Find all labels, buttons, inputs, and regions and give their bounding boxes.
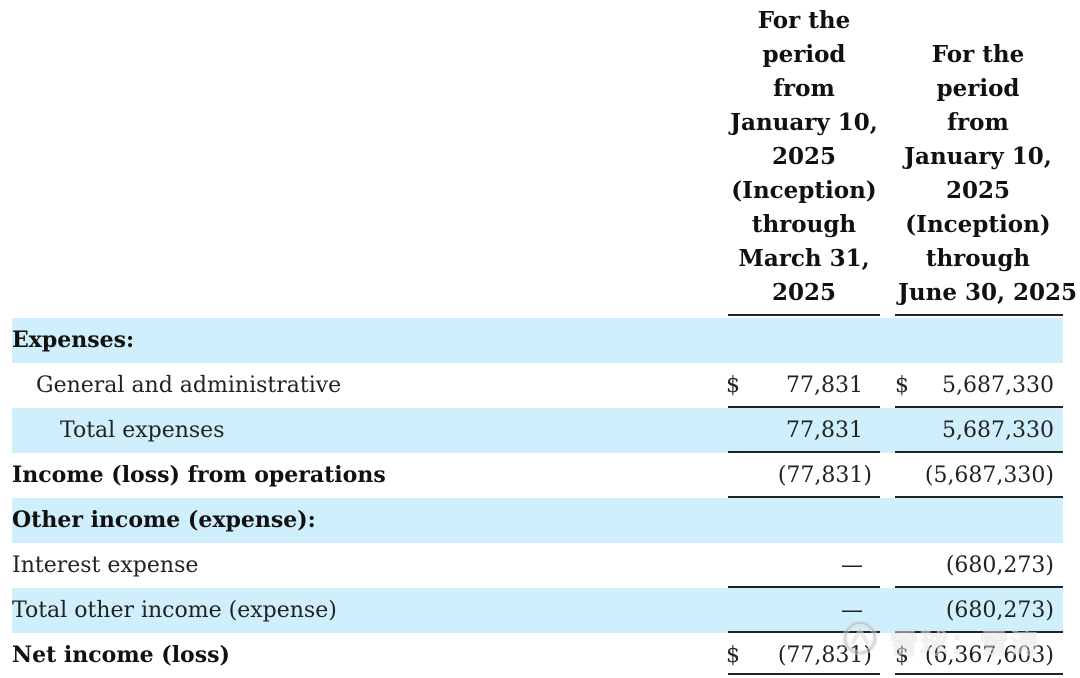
underline [728, 451, 880, 453]
value-q2: (5,687,330) [924, 463, 1054, 488]
header-line: For the [931, 41, 1025, 68]
row-label: General and administrative [36, 373, 342, 398]
table-row-interest-expense: Interest expense — (680,273) [12, 543, 1063, 588]
underline [728, 406, 880, 408]
row-label: Net income (loss) [12, 642, 230, 668]
double-underline-top [728, 673, 880, 675]
header-line: from [773, 75, 835, 102]
header-line: January 10, [904, 143, 1052, 170]
value-q2: (6,367,603) [924, 643, 1054, 668]
value-q1: (77,831) [777, 643, 872, 668]
value-q2: 5,687,330 [942, 418, 1054, 443]
table-row-net-income: Net income (loss) $ (77,831) $ (6,367,60… [12, 633, 1063, 678]
header-line: (Inception) [731, 177, 877, 204]
table-row-income-from-operations: Income (loss) from operations (77,831) (… [12, 453, 1063, 498]
table-row-general-administrative: General and administrative $ 77,831 $ 5,… [12, 363, 1063, 408]
underline [895, 496, 1063, 498]
header-divider [728, 314, 880, 316]
currency-symbol: $ [895, 373, 909, 398]
header-line: period [762, 41, 846, 68]
currency-symbol: $ [895, 643, 909, 668]
value-q2: 5,687,330 [942, 373, 1054, 398]
underline [895, 451, 1063, 453]
underline [728, 586, 880, 588]
value-q2: (680,273) [945, 598, 1054, 623]
currency-symbol: $ [726, 373, 740, 398]
value-q1: 77,831 [786, 418, 863, 443]
header-line: March 31, [738, 245, 870, 272]
header-line: from [947, 109, 1009, 136]
header-divider [895, 314, 1063, 316]
row-label: Interest expense [12, 553, 199, 578]
currency-symbol: $ [726, 643, 740, 668]
column-header-q2: For the period from January 10, 2025 (In… [898, 38, 1078, 310]
underline [728, 496, 880, 498]
row-label: Expenses: [12, 327, 135, 353]
table-row-other-income-heading: Other income (expense): [12, 498, 1063, 543]
underline [895, 631, 1063, 633]
header-line: For the [757, 7, 851, 34]
value-q2: (680,273) [945, 553, 1054, 578]
header-line: 2025 [945, 177, 1010, 204]
underline [728, 631, 880, 633]
header-line: through [751, 211, 857, 238]
header-line: June 30, 2025 [898, 279, 1078, 306]
row-label: Total other income (expense) [12, 598, 337, 623]
table-row-total-other-income: Total other income (expense) — (680,273) [12, 588, 1063, 633]
value-q1: 77,831 [786, 373, 863, 398]
header-line: January 10, [730, 109, 878, 136]
table-row-total-expenses: Total expenses 77,831 5,687,330 [12, 408, 1063, 453]
column-headers: For the period from January 10, 2025 (In… [0, 0, 1080, 316]
table-row-expenses-heading: Expenses: [12, 318, 1063, 363]
header-line: 2025 [771, 143, 836, 170]
double-underline-top [895, 673, 1063, 675]
row-label: Income (loss) from operations [12, 462, 386, 488]
header-line: (Inception) [905, 211, 1051, 238]
value-q1: (77,831) [777, 463, 872, 488]
underline [895, 586, 1063, 588]
row-label: Total expenses [60, 418, 225, 443]
header-line: 2025 [771, 279, 836, 306]
underline [895, 406, 1063, 408]
value-q1: — [841, 553, 863, 578]
column-header-q1: For the period from January 10, 2025 (In… [724, 4, 884, 310]
header-line: period [936, 75, 1020, 102]
value-q1: — [841, 598, 863, 623]
header-line: through [925, 245, 1031, 272]
row-label: Other income (expense): [12, 507, 316, 533]
